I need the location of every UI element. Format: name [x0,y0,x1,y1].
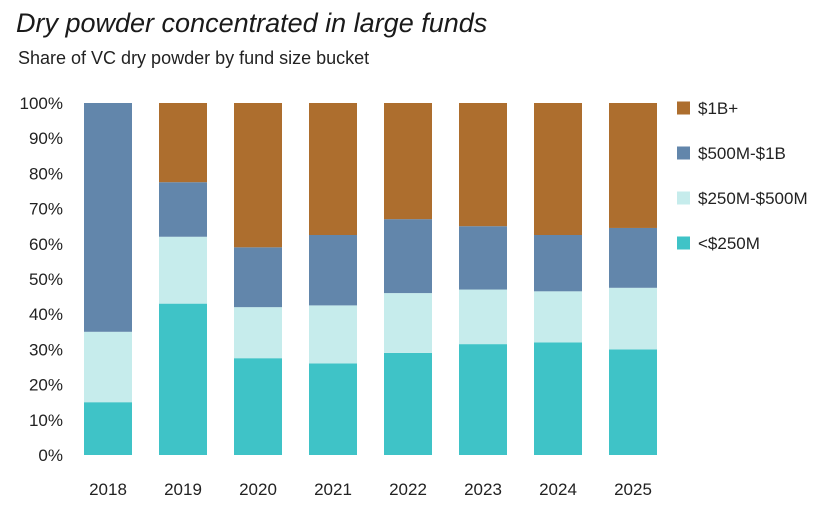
bar-segment-2022-s2 [384,219,432,294]
y-tick-label: 100% [20,94,63,113]
bar-stack-2018 [84,103,132,455]
bar-segment-2024-s2 [534,235,582,292]
bar-stack-2021 [309,103,357,455]
bar-segment-2020-s2 [234,247,282,308]
bar-segment-2021-s1 [309,305,357,364]
bar-segment-2020-s0 [234,358,282,455]
x-tick-label: 2019 [164,480,202,499]
y-tick-label: 80% [29,164,63,183]
y-tick-label: 20% [29,376,63,395]
y-tick-label: 30% [29,340,63,359]
bar-segment-2024-s0 [534,342,582,455]
legend-label: $500M-$1B [698,144,786,163]
legend-label: <$250M [698,234,760,253]
bar-segment-2018-s2 [84,103,132,332]
bars [84,103,657,455]
bar-segment-2021-s0 [309,363,357,455]
legend-item: $1B+ [677,99,738,118]
bar-segment-2019-s2 [159,182,207,237]
bar-stack-2024 [534,103,582,455]
bar-segment-2022-s0 [384,352,432,455]
bar-segment-2023-s1 [459,289,507,345]
legend-item: $500M-$1B [677,144,786,163]
bar-segment-2021-s3 [309,103,357,235]
bar-segment-2023-s2 [459,226,507,290]
bar-stack-2019 [159,103,207,455]
bar-segment-2020-s3 [234,103,282,248]
bar-segment-2025-s0 [609,349,657,455]
bar-segment-2020-s1 [234,307,282,359]
legend-swatch [677,101,690,115]
bar-segment-2025-s3 [609,103,657,228]
y-tick-label: 50% [29,270,63,289]
y-tick-label: 60% [29,235,63,254]
x-tick-label: 2024 [539,480,577,499]
bar-segment-2022-s1 [384,293,432,353]
y-tick-label: 70% [29,200,63,219]
x-tick-label: 2021 [314,480,352,499]
legend-swatch [677,146,690,160]
x-tick-label: 2025 [614,480,652,499]
bar-segment-2019-s0 [159,303,207,455]
y-tick-label: 90% [29,129,63,148]
legend: $1B+ $500M-$1B $250M-$500M <$250M [677,99,808,253]
legend-item: $250M-$500M [677,189,808,208]
bar-segment-2018-s0 [84,402,132,455]
bar-segment-2019-s3 [159,103,207,183]
bar-stack-2025 [609,103,657,455]
bar-segment-2024-s3 [534,103,582,235]
y-axis: 0% 10% 20% 30% 40% 50% 60% 70% 80% 90% 100% [20,94,63,465]
legend-label: $250M-$500M [698,189,808,208]
y-tick-label: 0% [38,446,63,465]
legend-label: $1B+ [698,99,738,118]
legend-swatch [677,236,690,250]
bar-stack-2020 [234,103,282,455]
bar-segment-2023-s0 [459,344,507,455]
bar-stack-2023 [459,103,507,455]
bar-segment-2025-s2 [609,227,657,288]
chart-title: Dry powder concentrated in large funds [16,8,488,38]
y-tick-label: 10% [29,411,63,430]
x-tick-label: 2020 [239,480,277,499]
bar-segment-2022-s3 [384,103,432,220]
bar-segment-2025-s1 [609,287,657,350]
bar-segment-2024-s1 [534,291,582,343]
bar-segment-2019-s1 [159,236,207,304]
bar-segment-2018-s1 [84,331,132,403]
x-axis: 2018 2019 2020 2021 2022 2023 2024 2025 [89,480,652,499]
legend-swatch [677,191,690,205]
y-tick-label: 40% [29,305,63,324]
bar-segment-2021-s2 [309,235,357,306]
bar-stack-2022 [384,103,432,455]
bar-segment-2023-s3 [459,103,507,227]
x-tick-label: 2023 [464,480,502,499]
x-tick-label: 2018 [89,480,127,499]
legend-item: <$250M [677,234,760,253]
chart-subtitle: Share of VC dry powder by fund size buck… [18,48,370,68]
x-tick-label: 2022 [389,480,427,499]
